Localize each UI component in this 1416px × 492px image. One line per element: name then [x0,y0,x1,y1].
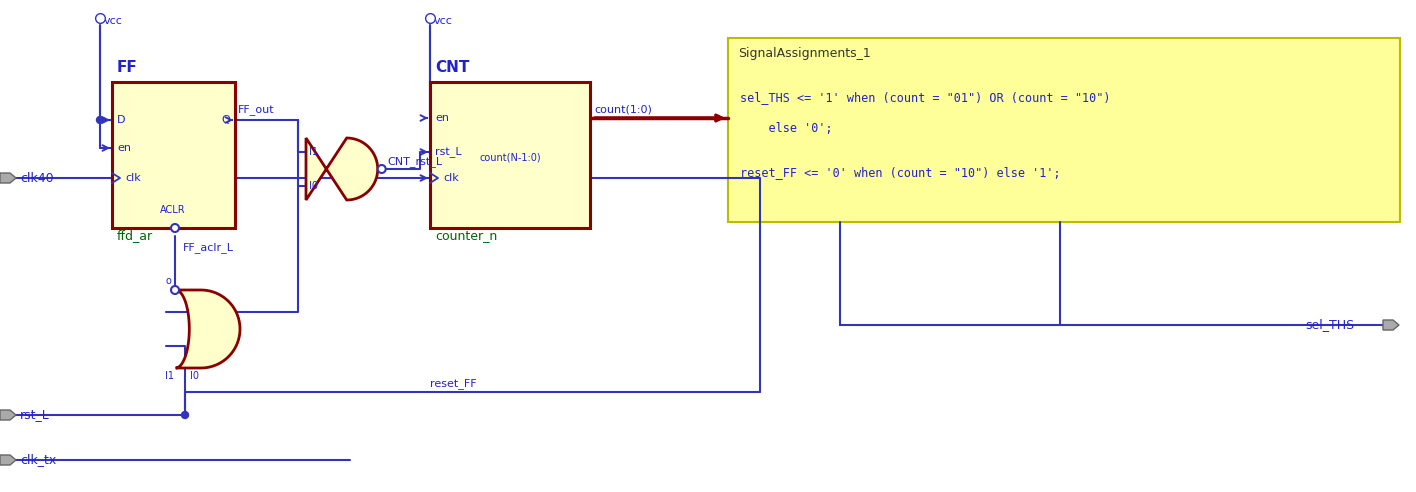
Text: FF_out: FF_out [238,104,275,116]
Text: else '0';: else '0'; [741,122,833,134]
Text: ACLR: ACLR [160,205,185,215]
Circle shape [171,286,178,294]
Text: Q: Q [221,115,229,125]
Circle shape [378,165,385,173]
Text: FF: FF [118,60,137,75]
Text: I0: I0 [190,371,200,381]
Text: reset_FF: reset_FF [430,378,477,390]
FancyBboxPatch shape [112,82,235,228]
Text: o: o [166,276,171,286]
Text: CNT_rst_L: CNT_rst_L [388,156,443,167]
Text: ffd_ar: ffd_ar [118,229,153,242]
Text: rst_L: rst_L [435,147,462,157]
Text: rst_L: rst_L [20,408,50,422]
Circle shape [96,117,103,123]
Polygon shape [0,173,16,183]
Text: sel_THS: sel_THS [1306,318,1354,332]
Text: vcc: vcc [103,16,123,26]
Text: I1: I1 [166,371,174,381]
FancyBboxPatch shape [430,82,590,228]
Polygon shape [1383,320,1399,330]
Text: FF_aclr_L: FF_aclr_L [183,243,234,253]
Text: counter_n: counter_n [435,229,497,242]
Text: reset_FF <= '0' when (count = "10") else '1';: reset_FF <= '0' when (count = "10") else… [741,166,1061,180]
Text: I1: I1 [309,147,319,157]
Text: SignalAssignments_1: SignalAssignments_1 [738,48,871,61]
FancyBboxPatch shape [728,38,1400,222]
Polygon shape [176,290,239,368]
Polygon shape [0,455,16,465]
Circle shape [171,224,178,232]
Text: clk: clk [125,173,140,183]
Text: CNT: CNT [435,60,469,75]
Text: en: en [118,143,132,153]
Text: clk40: clk40 [20,172,54,184]
Circle shape [181,411,188,419]
Text: sel_THS <= '1' when (count = "01") OR (count = "10"): sel_THS <= '1' when (count = "01") OR (c… [741,92,1110,104]
Text: clk_tx: clk_tx [20,454,57,466]
Polygon shape [306,138,378,200]
Text: count(N-1:0): count(N-1:0) [479,153,541,163]
Text: en: en [435,113,449,123]
Text: D: D [118,115,126,125]
Text: count(1:0): count(1:0) [593,105,651,115]
Text: I0: I0 [309,181,319,191]
Text: vcc: vcc [433,16,453,26]
Polygon shape [0,410,16,420]
Text: clk: clk [443,173,459,183]
